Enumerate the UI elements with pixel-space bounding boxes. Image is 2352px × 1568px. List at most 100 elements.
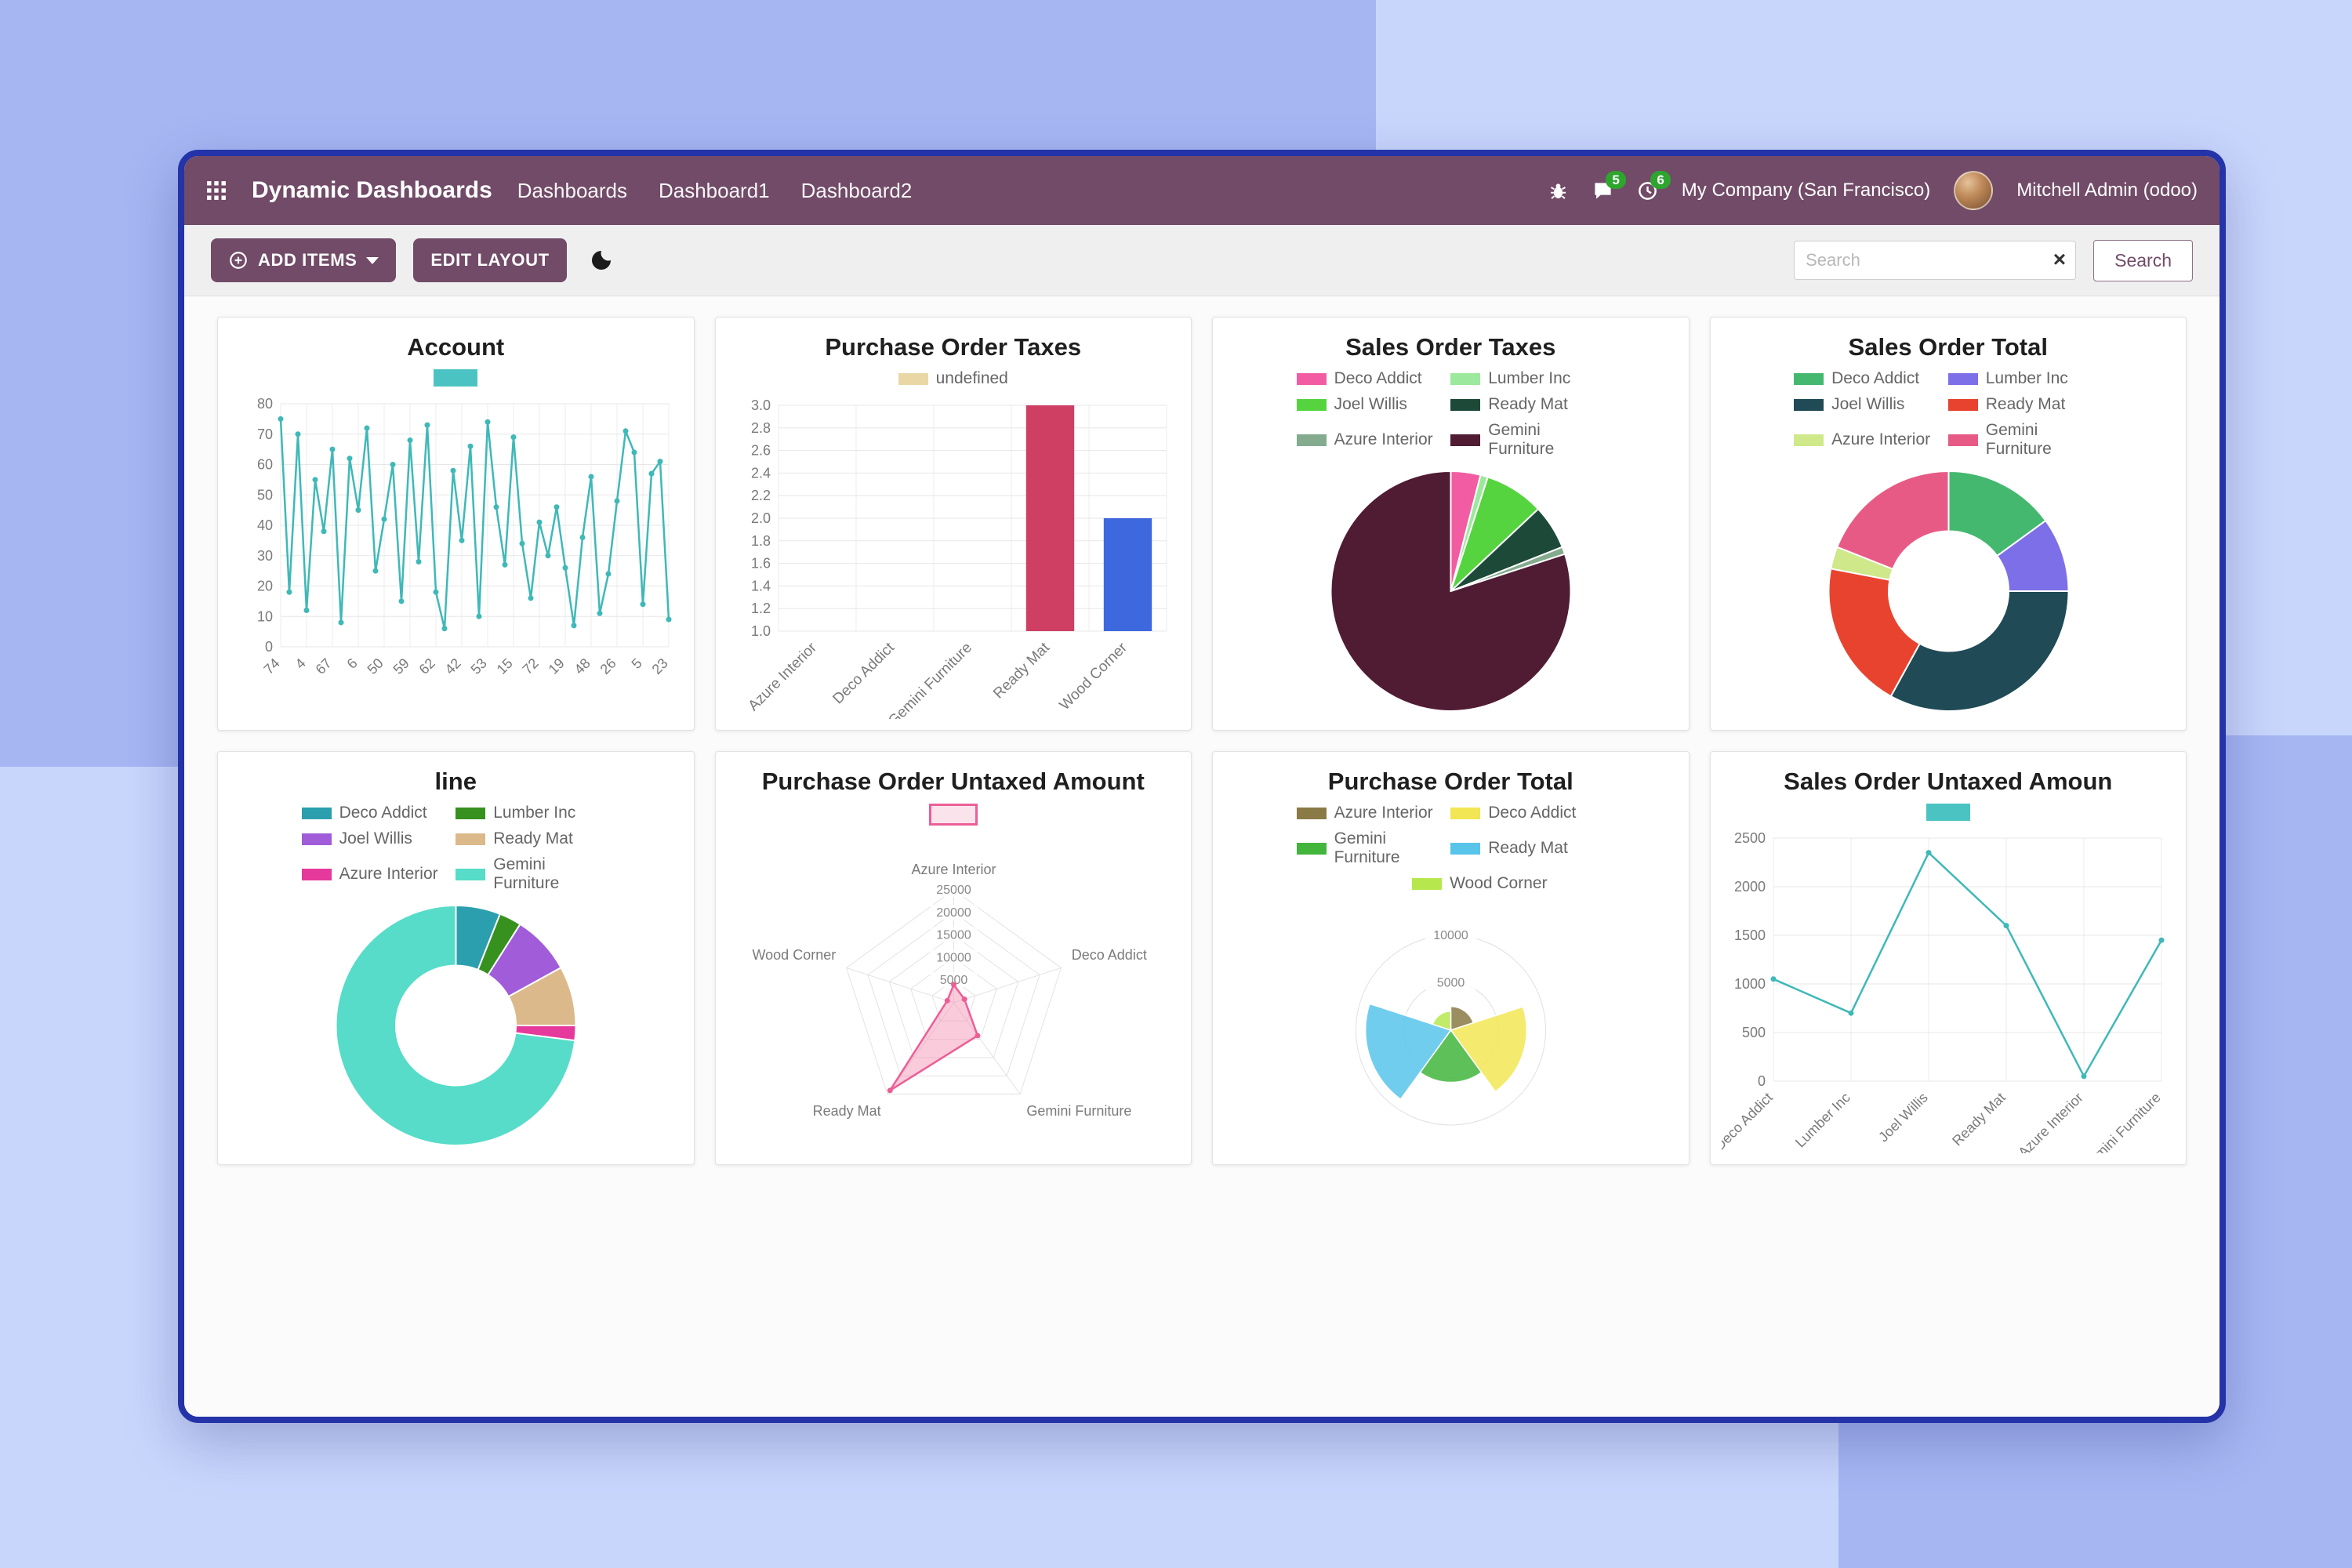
legend-item[interactable]: Deco Addict xyxy=(1450,804,1605,822)
add-items-label: ADD ITEMS xyxy=(258,250,358,270)
legend-item[interactable]: Azure Interior xyxy=(1794,430,1948,449)
legend-label: Deco Addict xyxy=(1334,369,1422,387)
legend-item[interactable]: Wood Corner xyxy=(1412,874,1566,893)
chart-legend: Deco Addict Lumber Inc Joel Willis Ready Ma… xyxy=(301,804,610,893)
purchase-order-untaxed-radar-chart[interactable]: 5000 10000 15000 20000 25000 Azure Interior De… xyxy=(727,830,1181,1153)
svg-text:50: 50 xyxy=(365,655,387,677)
search-button[interactable]: Search xyxy=(2093,239,2193,281)
sales-order-taxes-pie-chart[interactable] xyxy=(1224,463,1678,719)
legend-item[interactable]: Lumber Inc xyxy=(1947,369,2103,388)
sales-order-total-doughnut-chart[interactable] xyxy=(1722,463,2176,719)
legend-item[interactable]: Joel Willis xyxy=(1794,395,1948,414)
purchase-order-taxes-bar-chart[interactable]: 1.0 1.2 1.4 1.6 1.8 2.0 2.2 2.4 2.6 2.8 3.0 Azure I… xyxy=(727,393,1181,719)
legend-item[interactable]: Joel Willis xyxy=(301,829,456,848)
account-line-chart[interactable]: 0 10 20 30 40 50 60 70 80 74 4 67 6 50 59 62 42 53 15 72 19 4… xyxy=(229,391,683,719)
legend-item[interactable]: Joel Willis xyxy=(1296,395,1451,414)
company-switcher[interactable]: My Company (San Francisco) xyxy=(1681,180,1931,201)
legend-item[interactable]: Gemini Furniture xyxy=(1947,421,2103,459)
legend-item[interactable]: Azure Interior xyxy=(1296,430,1451,449)
svg-text:Joel Willis: Joel Willis xyxy=(1875,1090,1931,1145)
legend-label: Ready Mat xyxy=(1488,839,1568,857)
clear-search-icon[interactable]: × xyxy=(2053,247,2067,271)
menu-item-dashboard2[interactable]: Dashboard2 xyxy=(800,178,913,202)
svg-text:Lumber Inc: Lumber Inc xyxy=(1792,1090,1853,1151)
legend-item[interactable]: Ready Mat xyxy=(1450,839,1605,858)
legend-swatch xyxy=(1412,877,1443,890)
svg-text:48: 48 xyxy=(572,655,593,677)
top-navbar: Dynamic Dashboards Dashboards Dashboard1… xyxy=(184,156,2220,225)
legend-item[interactable]: undefined xyxy=(898,369,1008,388)
legend-item[interactable] xyxy=(1926,804,1970,821)
legend-item[interactable]: Deco Addict xyxy=(1296,369,1451,388)
legend-item[interactable]: Gemini Furniture xyxy=(1450,421,1605,459)
legend-swatch xyxy=(1947,398,1978,411)
legend-item[interactable]: Azure Interior xyxy=(301,865,456,884)
dashboard-grid: Account 0 10 20 30 40 50 60 70 80 74 4 67 6 50 59 62 42 5… xyxy=(184,296,2220,1417)
purchase-order-total-polar-chart[interactable]: 5000 10000 xyxy=(1224,898,1678,1153)
legend-item[interactable]: Lumber Inc xyxy=(456,804,610,822)
svg-text:50: 50 xyxy=(257,487,273,503)
legend-item[interactable]: Deco Addict xyxy=(301,804,456,822)
card-purchase-order-total: Purchase Order Total Azure Interior Deco … xyxy=(1212,751,1690,1165)
chart-legend: undefined xyxy=(727,369,1181,388)
legend-item[interactable]: Ready Mat xyxy=(1450,395,1605,414)
svg-text:10: 10 xyxy=(257,608,273,624)
search-input[interactable] xyxy=(1794,241,2077,280)
legend-label: Joel Willis xyxy=(339,829,412,848)
debug-bug-icon[interactable] xyxy=(1548,180,1569,201)
card-title: Purchase Order Taxes xyxy=(825,333,1082,361)
legend-swatch xyxy=(1450,398,1481,411)
legend-item[interactable]: Azure Interior xyxy=(1296,804,1451,822)
svg-text:53: 53 xyxy=(468,655,490,677)
legend-swatch xyxy=(928,804,978,826)
avatar[interactable] xyxy=(1954,171,1994,210)
svg-text:2.4: 2.4 xyxy=(750,465,770,481)
line-doughnut-chart[interactable] xyxy=(229,898,683,1153)
sales-order-untaxed-line-chart[interactable]: 0 500 1000 1500 2000 2500 Deco Addict Lumber In… xyxy=(1722,826,2176,1153)
legend-swatch xyxy=(1450,807,1481,819)
activities-clock-icon[interactable]: 6 xyxy=(1637,170,1671,201)
svg-text:70: 70 xyxy=(257,426,273,442)
card-title: Sales Order Taxes xyxy=(1345,333,1556,361)
user-menu[interactable]: Mitchell Admin (odoo) xyxy=(2016,180,2198,201)
legend-swatch xyxy=(456,807,486,819)
legend-swatch xyxy=(456,868,486,880)
legend-item[interactable] xyxy=(928,804,978,826)
legend-swatch xyxy=(898,372,928,385)
legend-item[interactable]: Ready Mat xyxy=(1947,395,2103,414)
svg-text:67: 67 xyxy=(313,655,335,677)
svg-text:10000: 10000 xyxy=(936,951,971,964)
legend-label: Joel Willis xyxy=(1334,395,1407,413)
chart-legend xyxy=(727,804,1181,826)
svg-text:Azure Interior: Azure Interior xyxy=(745,639,820,714)
menu-item-dashboard1[interactable]: Dashboard1 xyxy=(658,178,770,202)
svg-text:2000: 2000 xyxy=(1733,879,1765,895)
svg-text:500: 500 xyxy=(1741,1025,1765,1040)
legend-label: Ready Mat xyxy=(1985,395,2066,413)
legend-item[interactable]: Gemini Furniture xyxy=(1296,829,1451,867)
svg-text:1.0: 1.0 xyxy=(750,623,770,639)
svg-text:Deco Addict: Deco Addict xyxy=(1722,1090,1776,1153)
caret-down-icon xyxy=(366,256,379,264)
messages-icon[interactable]: 5 xyxy=(1592,170,1626,201)
edit-layout-button[interactable]: EDIT LAYOUT xyxy=(413,238,567,282)
svg-text:Ready Mat: Ready Mat xyxy=(812,1103,880,1119)
legend-item[interactable]: Lumber Inc xyxy=(1450,369,1605,388)
legend-label: Deco Addict xyxy=(1488,804,1577,822)
legend-item[interactable]: Ready Mat xyxy=(456,829,610,848)
dark-mode-toggle-icon[interactable] xyxy=(589,248,614,273)
apps-grid-icon[interactable] xyxy=(206,180,227,201)
legend-item[interactable]: Gemini Furniture xyxy=(456,855,610,893)
legend-item[interactable]: Deco Addict xyxy=(1794,369,1948,388)
legend-label: Ready Mat xyxy=(1488,395,1568,413)
add-items-button[interactable]: ADD ITEMS xyxy=(211,238,397,282)
svg-text:Wood Corner: Wood Corner xyxy=(752,947,836,963)
legend-item[interactable] xyxy=(434,369,478,387)
menu-item-dashboards[interactable]: Dashboards xyxy=(517,178,627,202)
svg-text:5000: 5000 xyxy=(939,974,967,987)
legend-swatch xyxy=(1794,372,1824,385)
card-sales-order-total: Sales Order Total Deco Addict Lumber Inc J… xyxy=(1709,317,2187,731)
legend-label: Deco Addict xyxy=(1831,369,1920,387)
legend-label: Lumber Inc xyxy=(1488,369,1571,387)
legend-swatch xyxy=(1947,372,1978,385)
